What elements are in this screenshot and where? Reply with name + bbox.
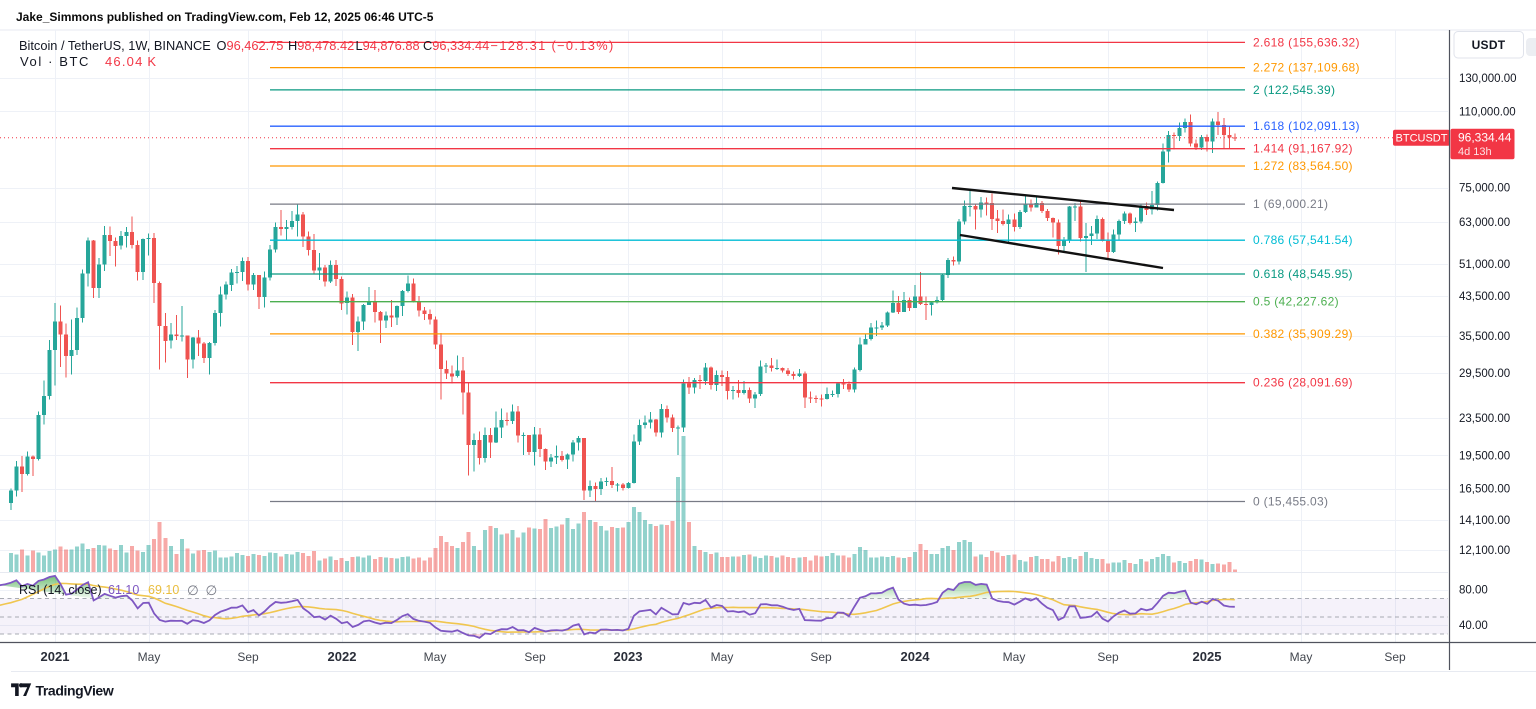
svg-text:14,100.00: 14,100.00 <box>1459 515 1510 527</box>
svg-text:May: May <box>711 650 734 664</box>
svg-text:Sep: Sep <box>810 650 832 664</box>
svg-text:Sep: Sep <box>237 650 259 664</box>
svg-text:75,000.00: 75,000.00 <box>1459 183 1510 195</box>
svg-text:0.5 (42,227.62): 0.5 (42,227.62) <box>1253 295 1339 309</box>
svg-text:Sep: Sep <box>1384 650 1406 664</box>
svg-text:16,500.00: 16,500.00 <box>1459 484 1510 496</box>
svg-text:1.414 (91,167.92): 1.414 (91,167.92) <box>1253 142 1353 156</box>
svg-text:2024: 2024 <box>901 649 931 664</box>
svg-text:0.786 (57,541.54): 0.786 (57,541.54) <box>1253 233 1353 247</box>
svg-text:1.272 (83,564.50): 1.272 (83,564.50) <box>1253 159 1353 173</box>
svg-text:Sep: Sep <box>1097 650 1119 664</box>
svg-text:∅ ∅: ∅ ∅ <box>187 583 218 598</box>
svg-text:2025: 2025 <box>1193 649 1222 664</box>
svg-text:Jake_Simmons published on Trad: Jake_Simmons published on TradingView.co… <box>16 10 434 24</box>
svg-text:USDT: USDT <box>1472 38 1506 52</box>
svg-text:Sep: Sep <box>524 650 546 664</box>
svg-text:2021: 2021 <box>41 649 70 664</box>
svg-text:2023: 2023 <box>614 649 643 664</box>
svg-text:2022: 2022 <box>328 649 357 664</box>
svg-text:2.272 (137,109.68): 2.272 (137,109.68) <box>1253 61 1360 75</box>
svg-text:12,100.00: 12,100.00 <box>1459 545 1510 557</box>
svg-text:0.618 (48,545.95): 0.618 (48,545.95) <box>1253 267 1353 281</box>
svg-text:80.00: 80.00 <box>1459 585 1488 597</box>
svg-text:19,500.00: 19,500.00 <box>1459 450 1510 462</box>
svg-text:1 (69,000.21): 1 (69,000.21) <box>1253 197 1328 211</box>
svg-text:0 (15,455.03): 0 (15,455.03) <box>1253 495 1328 509</box>
svg-text:96,334.44: 96,334.44 <box>1458 130 1512 144</box>
svg-text:0.382 (35,909.29): 0.382 (35,909.29) <box>1253 327 1353 341</box>
svg-text:40.00: 40.00 <box>1459 620 1488 632</box>
svg-text:23,500.00: 23,500.00 <box>1459 413 1510 425</box>
svg-text:130,000.00: 130,000.00 <box>1459 73 1517 85</box>
svg-text:4d 13h: 4d 13h <box>1458 146 1492 158</box>
svg-text:35,500.00: 35,500.00 <box>1459 331 1510 343</box>
svg-text:29,500.00: 29,500.00 <box>1459 368 1510 380</box>
svg-text:51,000.00: 51,000.00 <box>1459 259 1510 271</box>
svg-text:43,500.00: 43,500.00 <box>1459 291 1510 303</box>
svg-text:BTCUSDT: BTCUSDT <box>1396 132 1448 144</box>
svg-text:May: May <box>1290 650 1313 664</box>
svg-text:110,000.00: 110,000.00 <box>1459 106 1516 118</box>
svg-text:May: May <box>1003 650 1026 664</box>
svg-text:1.618 (102,091.13): 1.618 (102,091.13) <box>1253 119 1360 133</box>
svg-text:May: May <box>424 650 447 664</box>
svg-text:2.618 (155,636.32): 2.618 (155,636.32) <box>1253 35 1360 49</box>
svg-text:0.236 (28,091.69): 0.236 (28,091.69) <box>1253 376 1353 390</box>
svg-text:63,000.00: 63,000.00 <box>1459 217 1510 229</box>
svg-text:Bitcoin / TetherUS, 1W, BINANC: Bitcoin / TetherUS, 1W, BINANCE O96,462.7… <box>19 38 615 53</box>
svg-text:2 (122,545.39): 2 (122,545.39) <box>1253 83 1335 97</box>
svg-text:May: May <box>138 650 161 664</box>
svg-text:TradingView: TradingView <box>36 683 114 699</box>
